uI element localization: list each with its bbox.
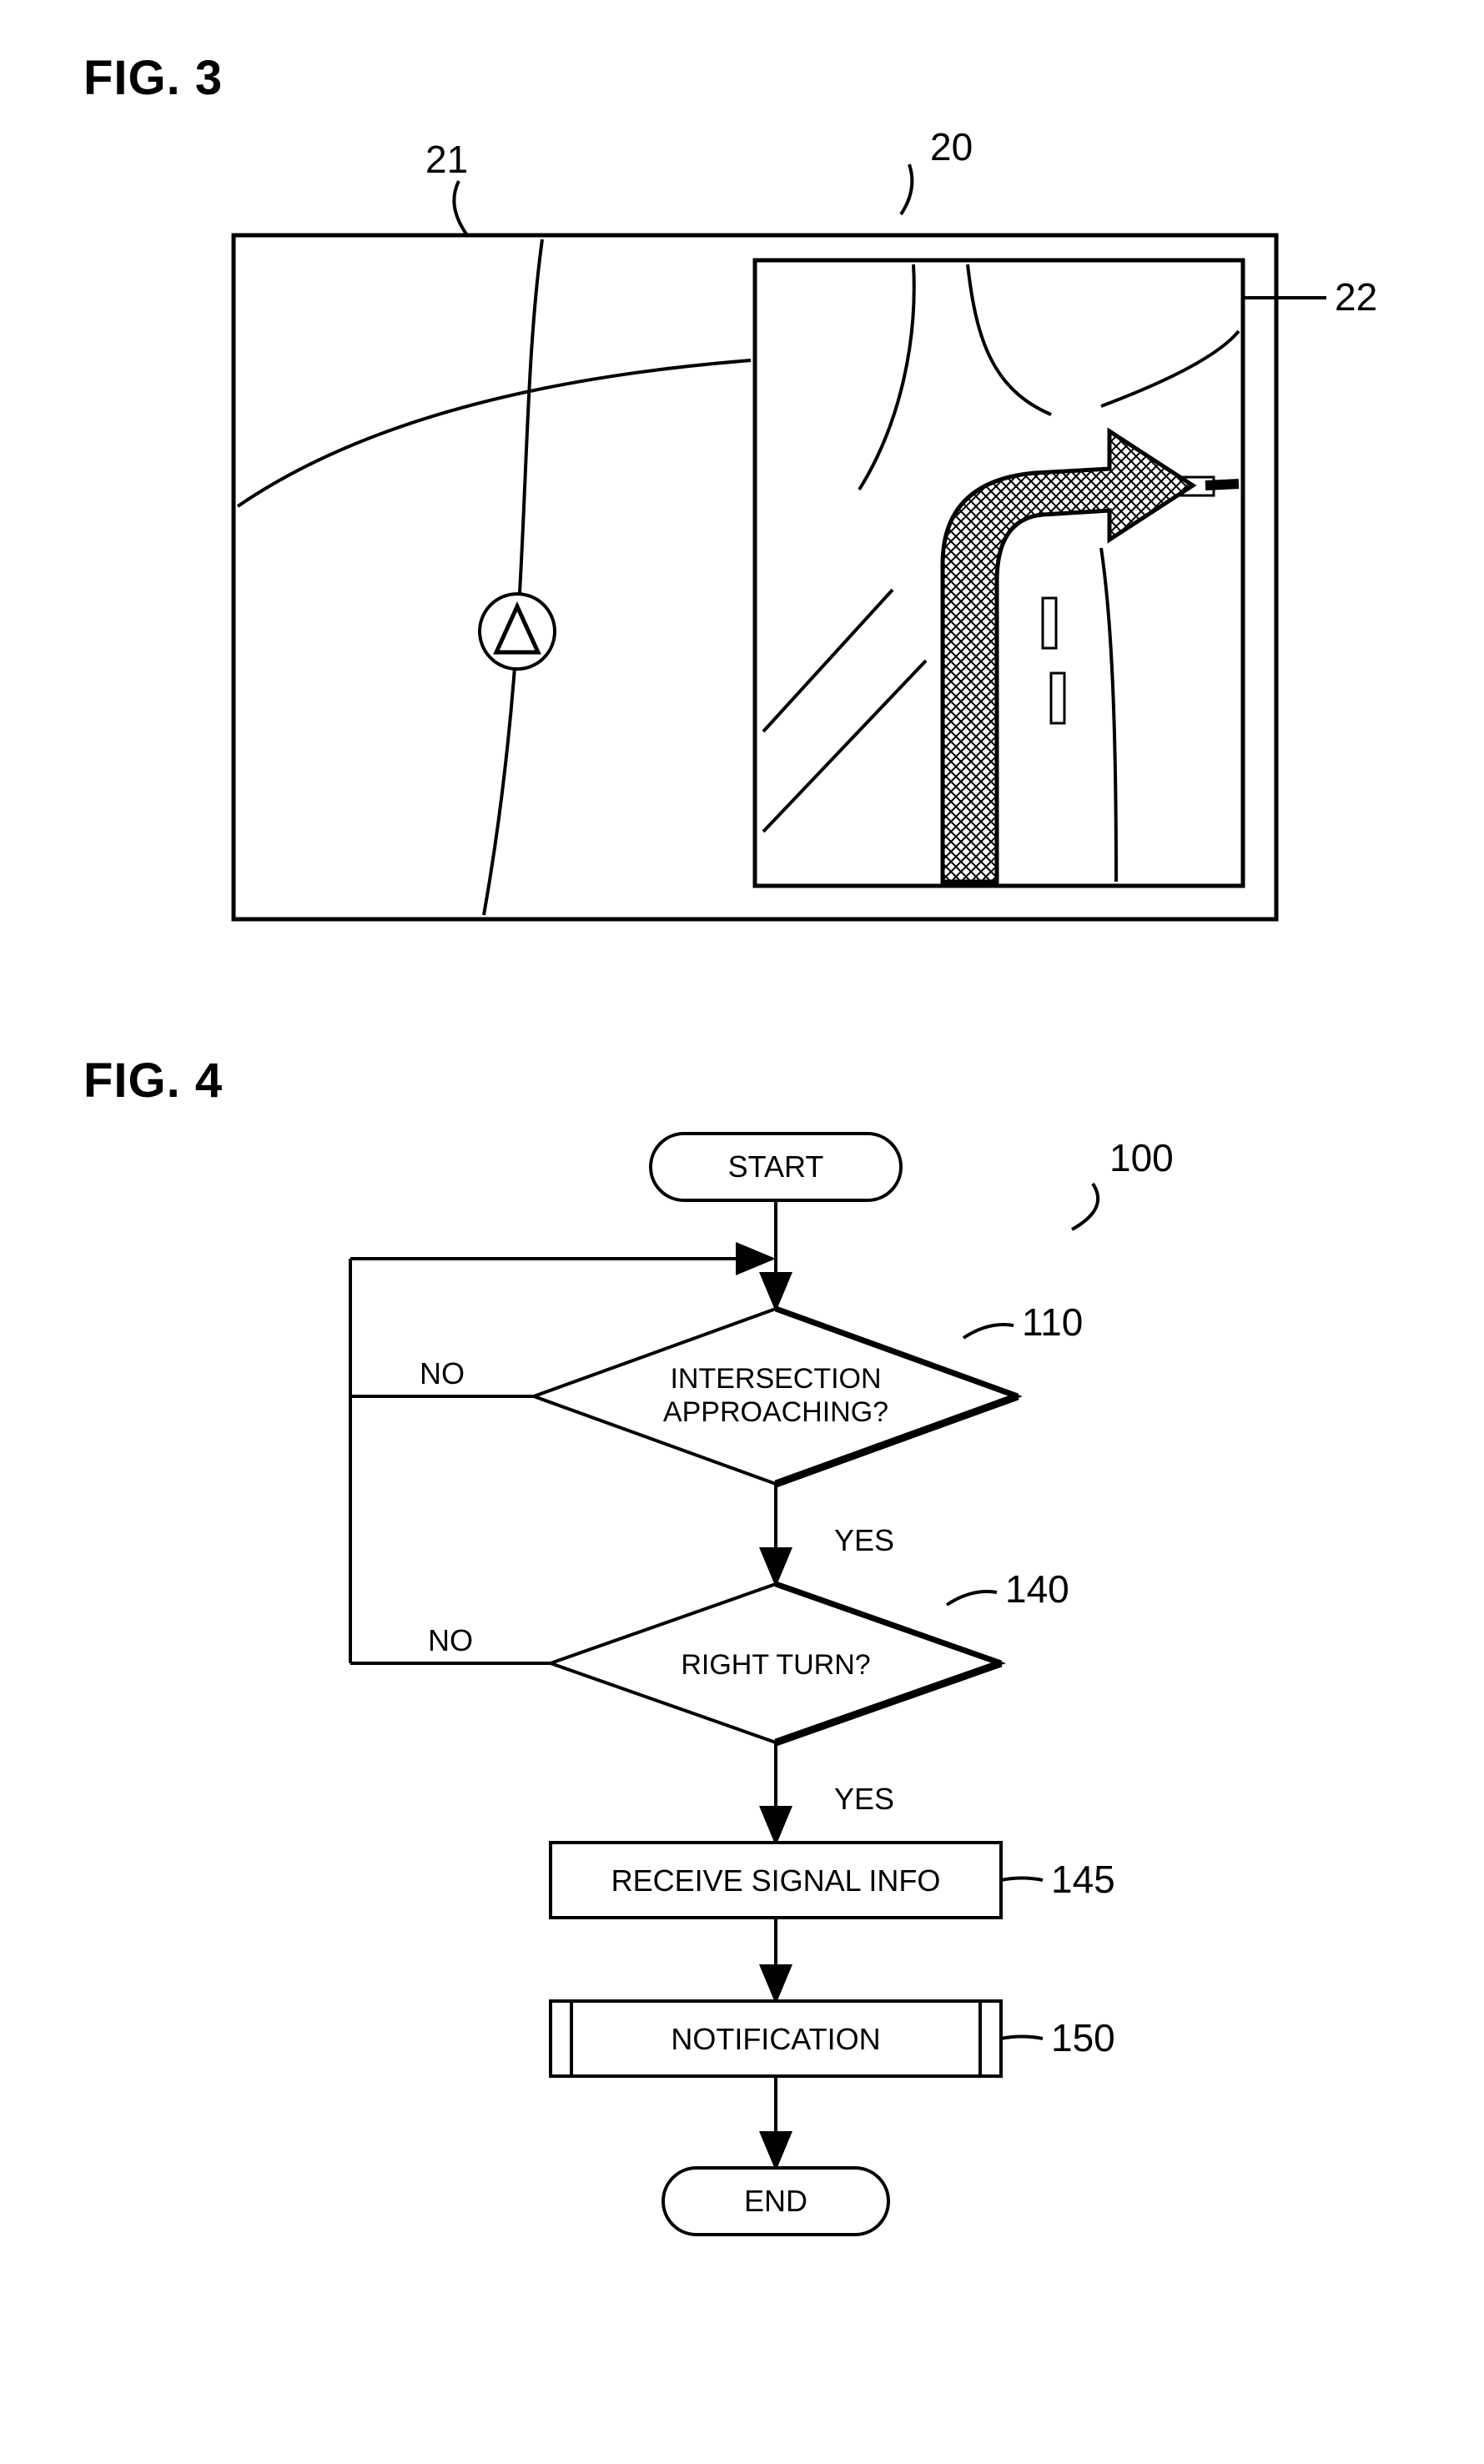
ref-20-text: 20 (930, 131, 973, 168)
process-1-label: RECEIVE SIGNAL INFO (611, 1863, 941, 1898)
d1-yes-label: YES (834, 1523, 894, 1557)
d2-no-label: NO (428, 1623, 473, 1657)
start-node: START (651, 1134, 901, 1200)
ref-140-leader: 140 (947, 1567, 1069, 1611)
ref-145-text: 145 (1051, 1858, 1115, 1901)
ref-145-leader: 145 (1001, 1858, 1115, 1901)
ref-20-leader: 20 (901, 131, 973, 214)
figure-3-label: FIG. 3 (83, 50, 1434, 106)
decision-2: RIGHT TURN? (551, 1584, 1001, 1742)
process-2: NOTIFICATION (551, 2001, 1001, 2076)
ref-100-leader: 100 (1072, 1136, 1174, 1229)
figure-3-diagram: 20 21 22 (50, 131, 1434, 982)
ref-21-leader: 21 (425, 138, 468, 235)
end-label: END (744, 2184, 807, 2218)
d1-no-label: NO (420, 1356, 465, 1390)
d2-yes-label: YES (834, 1782, 894, 1816)
figure-4: FIG. 4 START 100 (50, 1053, 1434, 2414)
ref-22-leader: 22 (1243, 275, 1377, 319)
ref-100-text: 100 (1109, 1136, 1174, 1179)
decision-1-line1: INTERSECTION (670, 1363, 881, 1395)
start-label: START (728, 1149, 824, 1184)
map-panel-content (238, 239, 751, 915)
ref-22-text: 22 (1335, 275, 1377, 319)
ref-110-text: 110 (1022, 1300, 1083, 1344)
ref-21-text: 21 (425, 138, 468, 181)
figure-3: FIG. 3 20 21 22 (50, 50, 1434, 986)
figure-4-flowchart: START 100 INTERSECTION APPROACHING? (50, 1117, 1434, 2410)
process-1: RECEIVE SIGNAL INFO (551, 1843, 1001, 1918)
end-node: END (663, 2168, 888, 2235)
decision-1: INTERSECTION APPROACHING? (534, 1309, 1018, 1484)
figure-4-label: FIG. 4 (83, 1053, 1434, 1109)
ref-140-text: 140 (1005, 1567, 1069, 1611)
ref-110-leader: 110 (963, 1300, 1083, 1344)
ref-150-leader: 150 (1001, 2016, 1115, 2059)
decision-1-line2: APPROACHING? (663, 1396, 888, 1428)
ref-150-text: 150 (1051, 2016, 1115, 2059)
process-2-label: NOTIFICATION (671, 2022, 880, 2056)
decision-2-label: RIGHT TURN? (681, 1649, 870, 1681)
